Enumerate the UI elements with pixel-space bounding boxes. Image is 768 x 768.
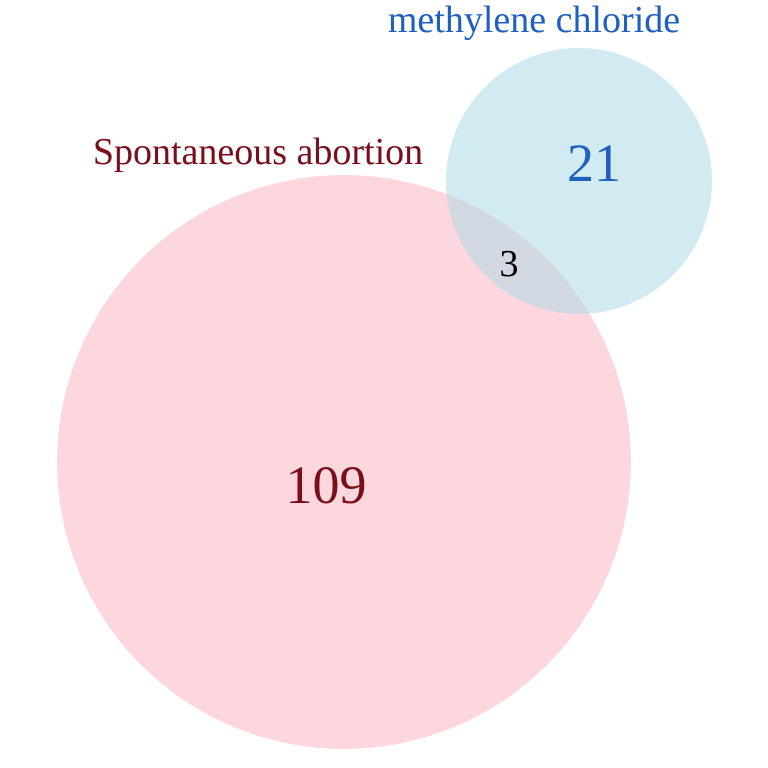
spontaneous-abortion-circle (57, 175, 631, 749)
methylene-chloride-only-count: 21 (567, 133, 621, 193)
spontaneous-abortion-only-count: 109 (286, 455, 367, 515)
methylene-chloride-circle (446, 48, 712, 314)
intersection-count: 3 (500, 243, 519, 285)
methylene-chloride-label: methylene chloride (388, 0, 680, 41)
spontaneous-abortion-label: Spontaneous abortion (93, 131, 423, 173)
